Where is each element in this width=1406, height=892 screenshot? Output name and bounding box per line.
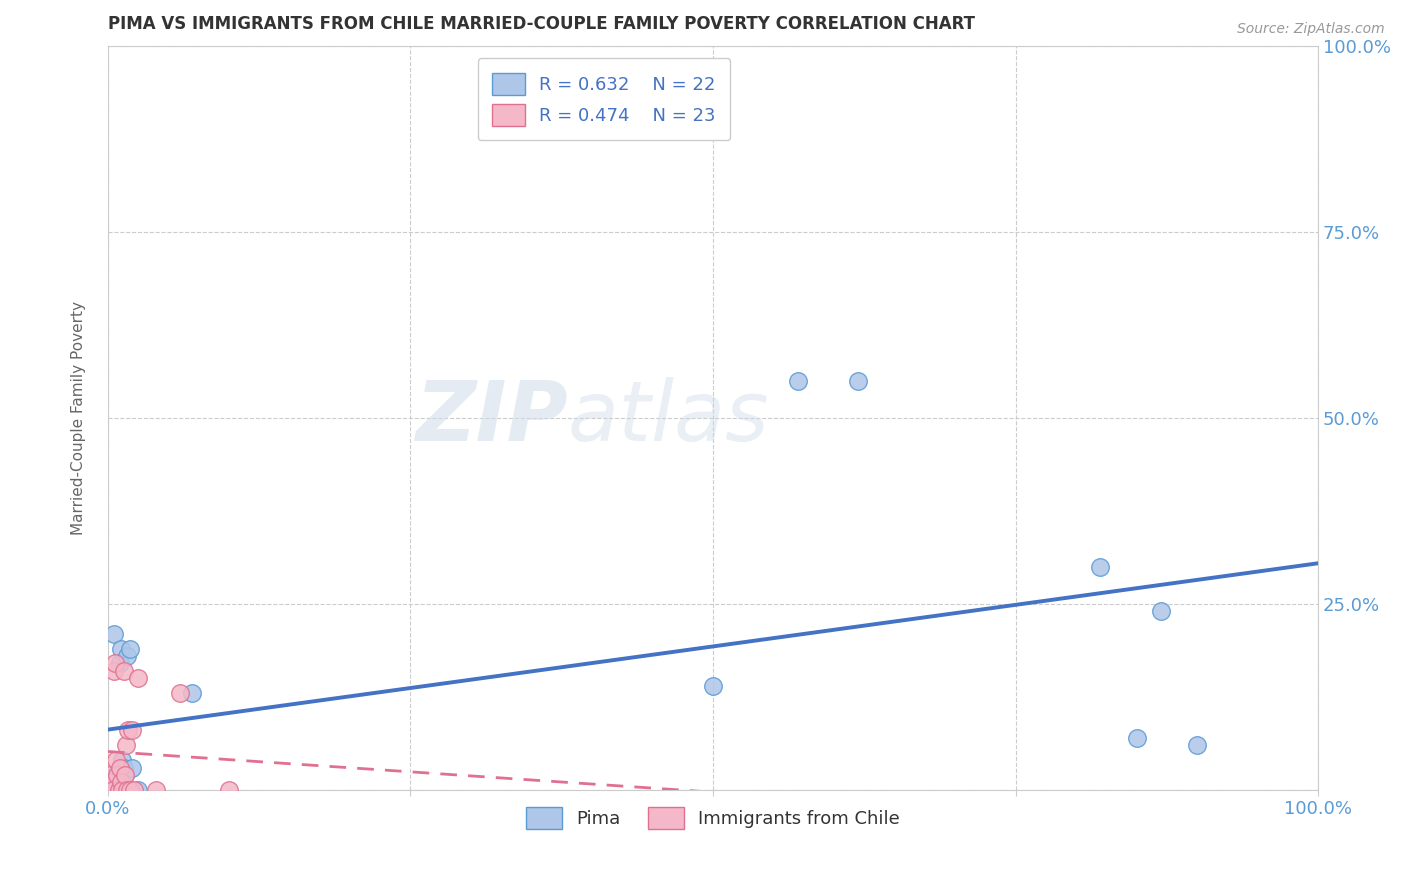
Point bbox=[127, 783, 149, 797]
Point bbox=[103, 664, 125, 678]
Point bbox=[100, 775, 122, 789]
Point bbox=[1125, 731, 1147, 745]
Point bbox=[108, 761, 131, 775]
Point bbox=[107, 768, 129, 782]
Point bbox=[115, 648, 138, 663]
Point bbox=[105, 783, 128, 797]
Point bbox=[104, 657, 127, 671]
Point bbox=[846, 374, 869, 388]
Point bbox=[1090, 559, 1112, 574]
Point bbox=[117, 723, 139, 738]
Point bbox=[104, 768, 127, 782]
Point bbox=[702, 679, 724, 693]
Point bbox=[110, 775, 132, 789]
Point bbox=[111, 753, 134, 767]
Point bbox=[118, 783, 141, 797]
Point bbox=[108, 657, 131, 671]
Point bbox=[127, 671, 149, 685]
Point bbox=[218, 783, 240, 797]
Point bbox=[110, 641, 132, 656]
Point bbox=[114, 768, 136, 782]
Point bbox=[103, 626, 125, 640]
Point bbox=[124, 783, 146, 797]
Point bbox=[121, 723, 143, 738]
Point bbox=[111, 783, 134, 797]
Point bbox=[101, 783, 124, 797]
Point bbox=[107, 768, 129, 782]
Text: PIMA VS IMMIGRANTS FROM CHILE MARRIED-COUPLE FAMILY POVERTY CORRELATION CHART: PIMA VS IMMIGRANTS FROM CHILE MARRIED-CO… bbox=[108, 15, 974, 33]
Point bbox=[112, 664, 135, 678]
Point bbox=[181, 686, 204, 700]
Point bbox=[114, 768, 136, 782]
Point bbox=[121, 761, 143, 775]
Text: Source: ZipAtlas.com: Source: ZipAtlas.com bbox=[1237, 22, 1385, 37]
Y-axis label: Married-Couple Family Poverty: Married-Couple Family Poverty bbox=[72, 301, 86, 535]
Point bbox=[115, 738, 138, 752]
Point bbox=[169, 686, 191, 700]
Point bbox=[145, 783, 167, 797]
Point bbox=[1185, 738, 1208, 752]
Point bbox=[105, 753, 128, 767]
Point bbox=[115, 783, 138, 797]
Point bbox=[118, 641, 141, 656]
Point bbox=[107, 783, 129, 797]
Text: ZIP: ZIP bbox=[415, 377, 568, 458]
Point bbox=[1150, 604, 1173, 618]
Text: atlas: atlas bbox=[568, 377, 769, 458]
Point bbox=[100, 775, 122, 789]
Point bbox=[786, 374, 808, 388]
Point bbox=[115, 783, 138, 797]
Legend: Pima, Immigrants from Chile: Pima, Immigrants from Chile bbox=[519, 800, 907, 837]
Point bbox=[98, 768, 121, 782]
Point bbox=[107, 783, 129, 797]
Point bbox=[112, 761, 135, 775]
